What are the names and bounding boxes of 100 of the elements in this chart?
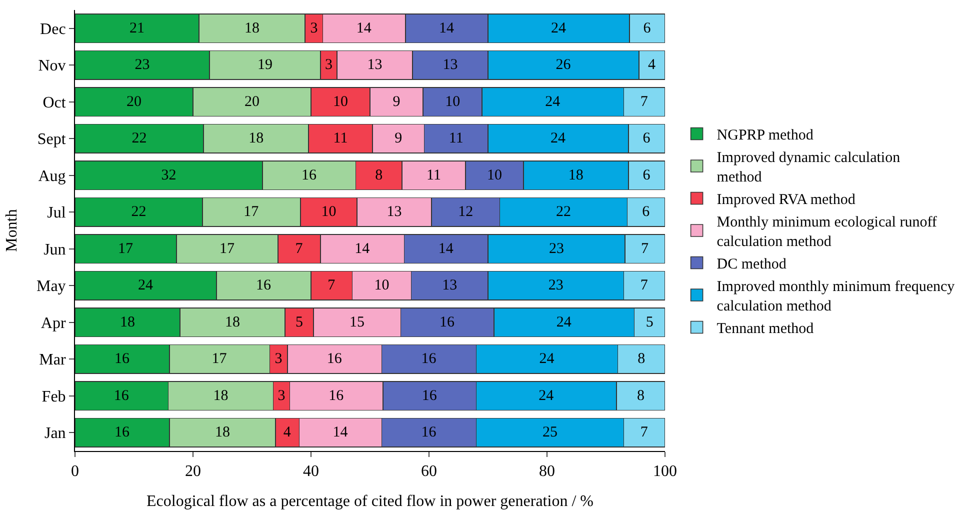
data-label: 8 — [375, 167, 383, 184]
data-label: 13 — [442, 57, 458, 74]
data-label: 22 — [131, 204, 146, 220]
legend-label: NGPRP method — [716, 128, 814, 144]
data-label: 9 — [392, 94, 400, 110]
data-label: 24 — [138, 278, 154, 294]
data-label: 14 — [356, 20, 372, 36]
data-label: 7 — [328, 278, 336, 294]
data-label: 16 — [440, 314, 456, 330]
data-label: 7 — [640, 94, 648, 110]
y-tick-label: Dec — [40, 20, 66, 38]
data-label: 17 — [244, 204, 260, 220]
data-label: 5 — [295, 314, 303, 330]
y-tick-label: Oct — [42, 94, 66, 112]
data-label: 18 — [120, 314, 136, 330]
data-label: 24 — [545, 94, 561, 110]
y-tick-label: Nov — [38, 58, 66, 75]
data-label: 15 — [350, 314, 365, 330]
data-label: 8 — [638, 351, 646, 368]
data-label: 24 — [538, 388, 554, 404]
data-label: 23 — [548, 240, 564, 257]
legend-label: Improved dynamic calculation method — [716, 150, 901, 186]
data-label: 24 — [551, 20, 567, 36]
data-label: 24 — [539, 351, 555, 368]
data-label: 6 — [643, 20, 652, 36]
data-label: 5 — [646, 314, 654, 330]
data-label: 13 — [367, 57, 382, 74]
data-label: 18 — [568, 167, 584, 184]
data-label: 7 — [640, 278, 648, 294]
data-label: 21 — [129, 20, 144, 36]
data-label: 17 — [219, 240, 235, 257]
x-tick-label: 20 — [185, 463, 201, 480]
data-label: 10 — [445, 94, 460, 110]
y-tick-label: Jul — [47, 204, 66, 222]
data-label: 20 — [126, 94, 142, 110]
x-tick-label: 40 — [303, 463, 319, 480]
data-label: 3 — [324, 57, 332, 74]
data-label: 23 — [134, 57, 150, 74]
data-label: 12 — [458, 204, 474, 220]
data-label: 32 — [161, 167, 176, 184]
data-label: 26 — [556, 57, 572, 74]
y-axis-title: Month — [3, 209, 20, 252]
data-label: 13 — [386, 204, 402, 220]
data-label: 4 — [648, 57, 656, 74]
x-axis-title: Ecological flow as a percentage of cited flow in power generation / % — [146, 492, 594, 510]
data-label: 24 — [556, 314, 572, 330]
y-tick-label: Aug — [38, 168, 66, 185]
data-label: 18 — [244, 20, 260, 36]
data-label: 16 — [301, 167, 317, 184]
data-label: 10 — [374, 278, 390, 294]
x-tick-label: 60 — [421, 463, 437, 480]
legend-label: Monthly minimum ecological runoff calculation method — [716, 214, 937, 250]
data-label: 16 — [326, 351, 342, 368]
data-label: 18 — [225, 314, 240, 330]
data-label: 24 — [550, 130, 566, 147]
y-tick-label: Mar — [39, 352, 66, 369]
y-tick-label: Feb — [42, 388, 66, 406]
data-label: 3 — [310, 20, 318, 36]
data-label: 19 — [257, 57, 272, 74]
data-label: 8 — [637, 388, 645, 404]
data-label: 25 — [542, 424, 558, 441]
legend-label: Improved monthly minimum frequency calculation method — [716, 279, 956, 315]
data-label: 16 — [421, 351, 437, 368]
data-label: 9 — [394, 130, 402, 147]
data-label: 22 — [556, 204, 572, 220]
y-tick-label: May — [36, 278, 66, 296]
data-label: 14 — [354, 240, 370, 257]
data-label: 7 — [640, 240, 649, 257]
data-label: 11 — [448, 130, 464, 147]
y-tick-label: Sept — [37, 131, 66, 148]
data-label: 14 — [438, 240, 454, 257]
data-label: 16 — [328, 388, 344, 404]
y-tick-label: Jun — [44, 241, 66, 258]
data-label: 18 — [215, 424, 230, 441]
data-label: 4 — [283, 424, 292, 441]
data-label: 14 — [332, 424, 348, 441]
data-label: 16 — [114, 351, 130, 368]
data-label: 22 — [132, 130, 147, 147]
data-label: 14 — [438, 20, 454, 36]
data-label: 6 — [642, 167, 651, 184]
data-label: 10 — [321, 204, 336, 220]
data-label: 6 — [642, 204, 650, 220]
data-label: 16 — [114, 424, 130, 441]
x-tick-label: 80 — [539, 463, 555, 480]
legend-label: Improved RVA method — [716, 192, 856, 208]
data-label: 7 — [295, 240, 304, 257]
data-label: 7 — [640, 424, 648, 441]
legend-label: Tennant method — [716, 321, 814, 338]
data-label: 17 — [212, 351, 228, 368]
data-label: 10 — [486, 167, 502, 184]
data-label: 16 — [422, 388, 438, 404]
data-label: 17 — [118, 240, 134, 257]
y-tick-label: Apr — [40, 314, 66, 332]
data-label: 16 — [421, 424, 437, 441]
data-label: 3 — [274, 351, 282, 368]
x-tick-label: 100 — [653, 463, 677, 480]
x-tick-label: 0 — [71, 463, 79, 480]
data-label: 23 — [548, 278, 564, 294]
data-label: 18 — [213, 388, 228, 404]
data-label: 6 — [642, 130, 651, 147]
